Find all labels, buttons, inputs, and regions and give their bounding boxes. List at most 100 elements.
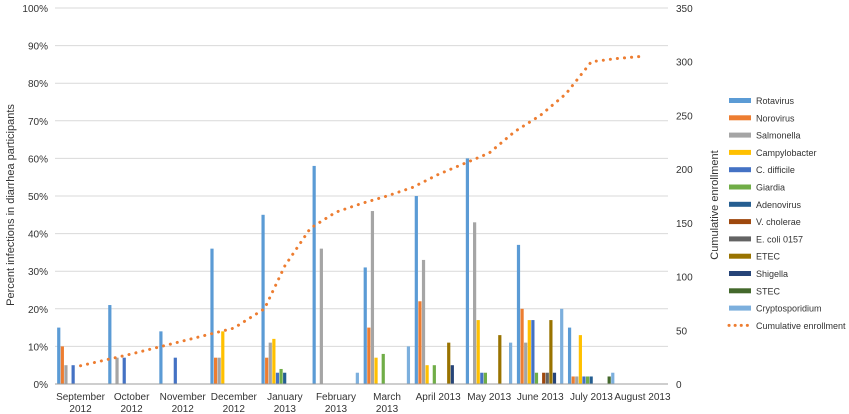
- bar: [425, 365, 429, 384]
- bar: [534, 372, 539, 384]
- bar: [261, 214, 265, 384]
- bar: [520, 308, 524, 384]
- legend-label: Cryptosporidium: [756, 304, 822, 314]
- x-tick-label: October: [114, 392, 150, 403]
- bar: [498, 335, 502, 384]
- bar: [122, 357, 126, 384]
- y-tick-label: 50%: [28, 192, 48, 203]
- x-tick-label: June 2013: [517, 392, 564, 403]
- bar: [483, 372, 488, 384]
- x-axis-ticks: September2012October2012November2012Dece…: [56, 392, 671, 414]
- legend-swatch: [729, 98, 751, 103]
- y-axis-title: Percent infections in diarrhea participa…: [5, 104, 17, 306]
- legend-swatch: [729, 149, 751, 155]
- y-tick-label: 40%: [28, 230, 48, 241]
- bar: [319, 248, 323, 384]
- bar: [567, 327, 572, 384]
- legend-swatch: [729, 288, 751, 294]
- x-tick-label: April 2013: [416, 392, 461, 403]
- legend-swatch: [729, 115, 751, 121]
- y-tick-label: 0%: [34, 380, 49, 391]
- legend-swatch: [729, 271, 751, 276]
- legend-swatch: [729, 184, 751, 190]
- y2-tick-label: 150: [676, 219, 693, 230]
- bar: [367, 327, 371, 384]
- x-tick-label: 2012: [172, 404, 195, 414]
- bar: [57, 327, 61, 384]
- x-tick-label: January: [267, 392, 303, 403]
- legend-swatch: [729, 253, 751, 259]
- bar: [159, 331, 163, 384]
- bar: [64, 365, 68, 384]
- bar: [275, 372, 280, 384]
- bar: [549, 320, 553, 384]
- y2-tick-label: 300: [676, 58, 693, 69]
- legend-swatch: [729, 305, 751, 311]
- bar: [607, 376, 611, 384]
- y-tick-label: 30%: [28, 267, 48, 278]
- bar: [552, 372, 557, 384]
- bar: [545, 372, 549, 384]
- legend-label: ETEC: [756, 252, 781, 262]
- legend-label: C. difficile: [756, 165, 795, 175]
- x-tick-label: May 2013: [467, 392, 511, 403]
- bar: [268, 342, 272, 384]
- legend-label: Giardia: [756, 183, 785, 193]
- bar: [480, 372, 484, 384]
- bar: [374, 357, 378, 384]
- legend-swatch: [729, 167, 751, 173]
- bar: [575, 376, 579, 384]
- x-tick-label: 2013: [376, 404, 399, 414]
- y-tick-label: 100%: [22, 4, 48, 15]
- bar: [272, 338, 276, 384]
- bar: [312, 165, 316, 384]
- bars: [57, 158, 615, 384]
- bar: [527, 320, 531, 384]
- bar: [585, 376, 590, 384]
- bar: [571, 376, 575, 384]
- y-tick-label: 90%: [28, 42, 48, 53]
- x-tick-label: 2012: [223, 404, 246, 414]
- bar: [582, 376, 586, 384]
- bar: [279, 368, 283, 384]
- x-tick-label: July 2013: [570, 392, 613, 403]
- y2-tick-label: 0: [676, 380, 682, 391]
- bar: [71, 365, 75, 384]
- y-tick-label: 20%: [28, 305, 48, 316]
- y2-tick-label: 200: [676, 165, 693, 176]
- bar: [476, 320, 480, 384]
- bar: [213, 357, 218, 384]
- legend-label: V. cholerae: [756, 217, 801, 227]
- legend-label: Rotavirus: [756, 96, 795, 106]
- bar: [524, 342, 528, 384]
- bar: [465, 158, 470, 384]
- y-tick-label: 80%: [28, 79, 48, 90]
- bar: [221, 331, 225, 384]
- bar: [108, 305, 112, 384]
- bar: [589, 376, 593, 384]
- bar: [432, 365, 436, 384]
- bar: [447, 342, 451, 384]
- right-axis-ticks: 0 50 100 150 200 250 300 350: [676, 4, 693, 391]
- bar: [173, 357, 177, 384]
- y-tick-label: 10%: [28, 342, 48, 353]
- bar: [611, 372, 615, 384]
- bar: [283, 372, 287, 384]
- bar: [60, 346, 64, 384]
- legend: Rotavirus Norovirus Salmonella Campylobacte…: [727, 96, 846, 331]
- legend-swatch: [729, 236, 751, 242]
- cumulative-line: [79, 54, 644, 368]
- legend-label: E. coli 0157: [756, 234, 803, 244]
- x-tick-label: September: [56, 392, 106, 403]
- bar: [421, 259, 426, 384]
- x-tick-label: December: [211, 392, 258, 403]
- bar: [450, 365, 454, 384]
- bar: [115, 357, 119, 384]
- y2-tick-label: 100: [676, 273, 693, 284]
- x-tick-label: 2012: [121, 404, 144, 414]
- bar: [210, 248, 214, 384]
- legend-swatch: [729, 132, 751, 138]
- bar: [414, 196, 418, 384]
- y-tick-label: 60%: [28, 154, 48, 165]
- x-tick-label: November: [160, 392, 207, 403]
